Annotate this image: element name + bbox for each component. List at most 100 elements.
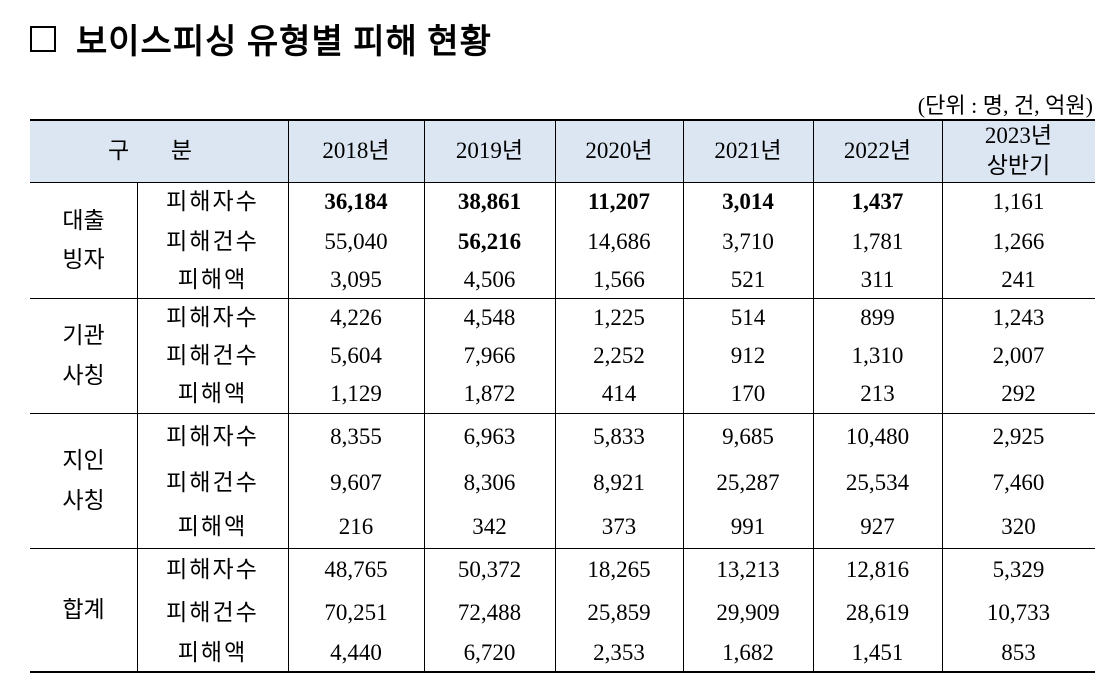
data-cell: 311	[860, 266, 895, 292]
column-border	[813, 120, 814, 672]
data-cell: 10,480	[845, 423, 910, 449]
column-border	[137, 182, 138, 672]
group-label: 기관 사칭	[62, 323, 105, 388]
data-cell: 72,488	[457, 599, 522, 625]
data-cell: 14,686	[587, 228, 651, 254]
data-cell: 1,225	[593, 304, 645, 330]
data-cell: 5,833	[593, 423, 645, 449]
data-cell: 2,252	[593, 343, 645, 369]
data-cell: 36,184	[324, 189, 388, 215]
data-cell: 1,243	[992, 304, 1045, 330]
data-cell: 25,859	[587, 599, 651, 625]
row-label: 피해건수	[166, 599, 259, 625]
data-cell: 8,921	[593, 469, 645, 495]
header-cell: 2018년	[288, 120, 424, 182]
data-cell: 6,720	[463, 639, 516, 665]
data-cell: 213	[860, 381, 895, 407]
unit: (단위 : 명, 건, 억원)	[917, 93, 1093, 118]
data-cell: 2,007	[992, 343, 1045, 369]
group-label: 대출 빙자	[62, 207, 105, 272]
data-cell: 241	[1001, 266, 1036, 292]
data-cell: 899	[860, 304, 895, 330]
data-cell: 29,909	[716, 599, 780, 625]
data-cell: 1,781	[851, 228, 904, 254]
data-cell: 4,548	[463, 304, 516, 330]
data-cell: 9,685	[722, 423, 774, 449]
header-cell: 2023년 상반기	[942, 120, 1095, 182]
data-cell: 320	[1001, 513, 1036, 539]
data-cell: 4,226	[330, 304, 382, 330]
group-label: 합계	[62, 597, 105, 623]
data-cell: 1,266	[992, 228, 1045, 254]
data-cell: 912	[730, 343, 766, 369]
row-label: 피해자수	[166, 423, 259, 449]
data-cell: 8,355	[330, 423, 382, 449]
data-cell: 8,306	[463, 469, 516, 495]
data-cell: 28,619	[845, 599, 910, 625]
header-bottom	[30, 182, 1095, 183]
row-label: 피해자수	[166, 304, 259, 330]
data-cell: 50,372	[457, 557, 522, 583]
row-label: 피해건수	[166, 228, 259, 254]
title-box	[30, 26, 56, 52]
table-bottom	[30, 671, 1095, 673]
data-cell: 292	[1001, 381, 1036, 407]
table-top	[30, 119, 1095, 121]
title: 보이스피싱 유형별 피해 현황	[76, 24, 492, 61]
data-cell: 12,816	[845, 557, 910, 583]
column-border	[555, 120, 556, 672]
header-cell: 2020년	[555, 120, 683, 182]
header-cell: 2022년	[813, 120, 942, 182]
data-cell: 10,733	[986, 599, 1051, 625]
data-cell: 1,161	[992, 189, 1045, 215]
data-cell: 414	[601, 381, 637, 407]
data-cell: 18,265	[587, 557, 651, 583]
data-cell: 70,251	[324, 599, 388, 625]
header-cell: 2019년	[424, 120, 555, 182]
data-cell: 2,353	[593, 639, 645, 665]
data-cell: 991	[730, 513, 766, 539]
data-cell: 7,460	[992, 469, 1045, 495]
data-cell: 9,607	[330, 469, 382, 495]
column-border	[288, 120, 289, 672]
data-cell: 1,451	[851, 639, 904, 665]
data-cell: 3,095	[330, 266, 382, 292]
row-border	[30, 298, 1095, 299]
row-label: 피해액	[177, 639, 248, 665]
data-cell: 25,534	[845, 469, 910, 495]
data-cell: 853	[1001, 639, 1036, 665]
column-border	[942, 120, 943, 672]
data-cell: 13,213	[716, 557, 780, 583]
data-cell: 6,963	[463, 423, 516, 449]
data-cell: 11,207	[588, 189, 650, 215]
row-label: 피해건수	[166, 343, 259, 369]
data-cell: 56,216	[457, 228, 522, 254]
data-cell: 514	[730, 304, 766, 330]
data-cell: 55,040	[324, 228, 388, 254]
group-label: 지인 사칭	[62, 448, 105, 513]
data-cell: 3,014	[722, 189, 774, 215]
header-cell: 구 분	[30, 120, 288, 182]
data-cell: 927	[860, 513, 895, 539]
data-cell: 5,329	[992, 557, 1045, 583]
data-cell: 342	[472, 513, 507, 539]
data-cell: 1,872	[463, 381, 516, 407]
data-cell: 38,861	[457, 189, 522, 215]
row-label: 피해자수	[166, 557, 259, 583]
data-cell: 4,506	[463, 266, 516, 292]
data-cell: 2,925	[992, 423, 1045, 449]
header-cell: 2021년	[683, 120, 813, 182]
data-cell: 7,966	[463, 343, 516, 369]
row-border	[30, 548, 1095, 549]
data-cell: 1,310	[851, 343, 904, 369]
column-border	[424, 120, 425, 672]
row-border	[30, 413, 1095, 414]
column-border	[683, 120, 684, 672]
data-cell: 1,566	[593, 266, 645, 292]
data-cell: 373	[601, 513, 637, 539]
row-label: 피해액	[177, 513, 248, 539]
data-cell: 1,129	[330, 381, 382, 407]
data-cell: 25,287	[716, 469, 780, 495]
row-label: 피해액	[177, 381, 248, 407]
